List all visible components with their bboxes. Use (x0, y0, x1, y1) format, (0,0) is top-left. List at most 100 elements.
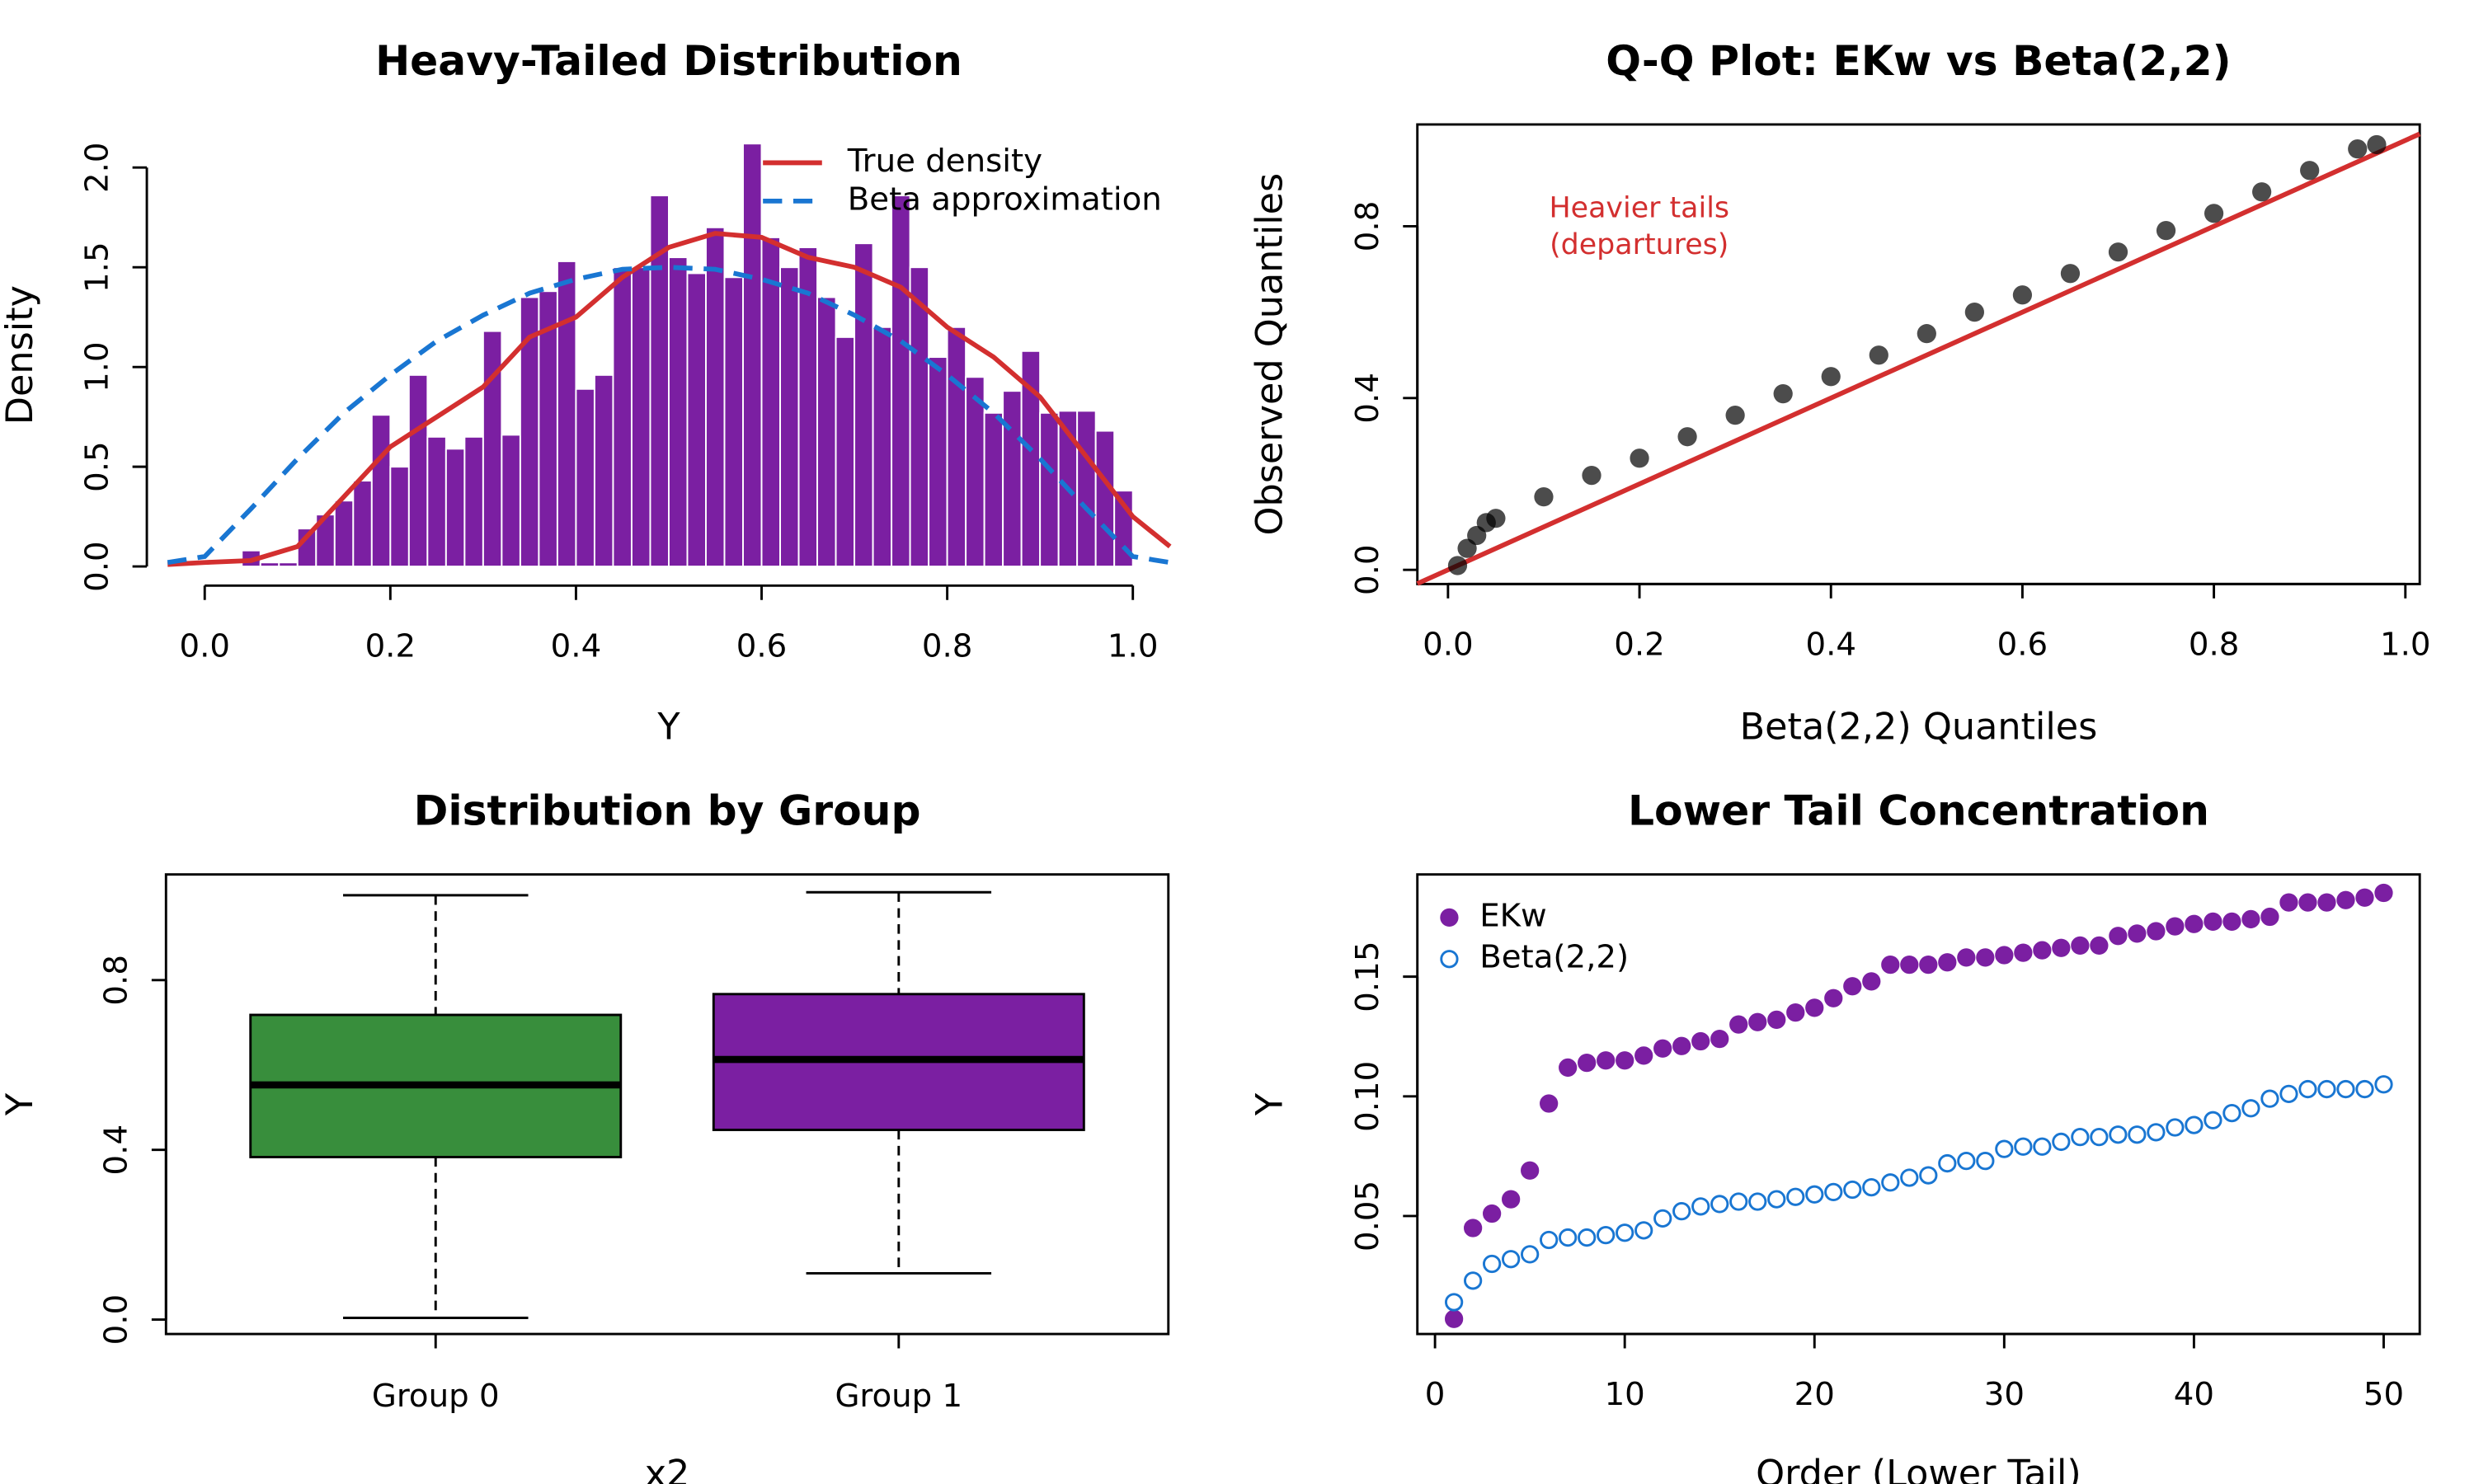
point (2317, 1079, 2336, 1099)
point (1843, 1180, 1862, 1200)
x-tick-label: 50 (2363, 1376, 2404, 1413)
histogram-bar (333, 500, 355, 568)
point (1521, 1161, 1540, 1180)
point (1786, 1003, 1805, 1022)
point (2090, 1127, 2109, 1147)
point (2071, 936, 2090, 955)
y-tick-label: 0.0 (98, 1294, 135, 1345)
histogram-bar (389, 466, 410, 568)
point (1917, 324, 1936, 344)
point (1502, 1250, 1521, 1269)
y-tick-label: 0.0 (1349, 544, 1386, 595)
x-tick-label: 30 (1984, 1376, 2025, 1413)
point (2260, 907, 2279, 927)
point (1821, 367, 1841, 387)
point (1881, 955, 1900, 974)
point (1634, 1221, 1653, 1240)
x-tick-label: 0.4 (551, 627, 602, 665)
point (2252, 182, 2272, 202)
point (1824, 989, 1843, 1007)
histogram-bar (612, 266, 633, 568)
point (1502, 1190, 1521, 1209)
point (1869, 345, 1888, 365)
point (2222, 912, 2241, 931)
point (1729, 1015, 1748, 1034)
histogram-bar (872, 326, 893, 568)
histogram-bar (1094, 430, 1116, 568)
x-tick-label: 40 (2174, 1376, 2214, 1413)
x-tick-label: 0.0 (179, 627, 230, 665)
density-line (167, 231, 1172, 567)
histogram-bar (1002, 390, 1023, 568)
x-tick-label: 20 (1794, 1376, 1835, 1413)
histogram-bar (928, 356, 948, 568)
point (2279, 893, 2298, 912)
panel-title: Lower Tail Concentration (1628, 787, 2209, 835)
point (1616, 1223, 1634, 1242)
point (2060, 264, 2081, 284)
x-tick-label: 0 (1425, 1376, 1446, 1413)
point (1957, 948, 1976, 967)
legend-label: Beta approximation (848, 181, 1162, 218)
histogram-bar (593, 373, 614, 568)
point (2241, 1099, 2260, 1118)
point (1919, 1166, 1938, 1185)
panel-title: Q-Q Plot: EKw vs Beta(2,2) (1606, 36, 2231, 85)
y-tick-label: 0.4 (98, 1125, 135, 1176)
point (1559, 1228, 1578, 1247)
point (1578, 1053, 1597, 1073)
point (1767, 1190, 1786, 1209)
x-tick-label: Group 1 (835, 1378, 962, 1415)
point (2109, 1125, 2128, 1144)
point (1691, 1197, 1710, 1216)
annotation: (departures) (1550, 228, 1729, 261)
y-tick-label: 0.0 (79, 541, 116, 592)
point (2260, 1089, 2279, 1108)
histogram-bar (482, 330, 503, 568)
point (1824, 1182, 1843, 1202)
annotation: Heavier tails (1549, 192, 1729, 225)
histogram-bar (352, 480, 373, 568)
point (1729, 1192, 1748, 1211)
histogram-bar (259, 561, 280, 568)
histogram-bar (779, 266, 800, 568)
y-axis-label: Observed Quantiles (1249, 173, 1291, 536)
point (1540, 1094, 1559, 1113)
y-tick-label: 0.05 (1349, 1181, 1386, 1252)
point (2298, 1079, 2317, 1099)
point (1919, 955, 1938, 974)
point (2355, 1079, 2374, 1099)
histogram-bar (742, 143, 763, 568)
y-tick-label: 2.0 (79, 142, 116, 193)
point (1725, 406, 1745, 425)
point (1805, 1185, 1824, 1204)
point (2204, 912, 2222, 931)
histogram-bar (705, 226, 726, 568)
histogram-bar (723, 276, 744, 568)
x-tick-label: 0.8 (2189, 626, 2240, 663)
point (1748, 1192, 1767, 1211)
point (1578, 1228, 1597, 1247)
histogram-bar (407, 373, 429, 568)
y-tick-label: 0.8 (1349, 201, 1386, 252)
point (1767, 1010, 1786, 1029)
point (2374, 1075, 2393, 1094)
histogram-bar (854, 242, 874, 568)
point (1710, 1029, 1729, 1049)
point (1582, 465, 1602, 486)
point (1786, 1187, 1805, 1206)
point (1444, 1309, 1464, 1328)
legend-swatch (1440, 908, 1459, 928)
x-axis-label: Y (656, 707, 680, 749)
point (1862, 1177, 1881, 1197)
point (2336, 890, 2355, 909)
point (2166, 1118, 2185, 1137)
point (1482, 1204, 1502, 1223)
histogram-bar (278, 561, 299, 568)
point (2147, 1123, 2166, 1142)
point (1773, 383, 1793, 404)
point (2204, 204, 2224, 223)
point (2241, 909, 2260, 929)
histogram-bar (909, 266, 930, 568)
